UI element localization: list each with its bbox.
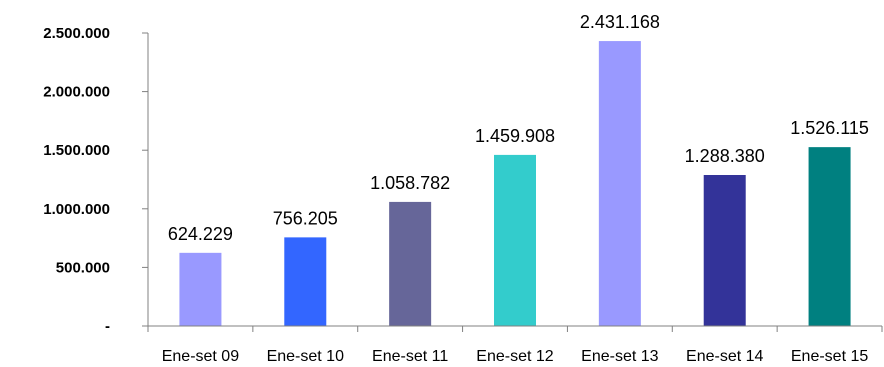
y-tick-label: - (105, 318, 110, 335)
x-tick-label: Ene-set 11 (372, 348, 448, 365)
data-label: 2.431.168 (580, 12, 660, 32)
bar (389, 201, 432, 326)
data-label: 1.058.782 (370, 173, 450, 193)
data-label: 1.459.908 (475, 126, 555, 146)
y-tick-label: 500.000 (56, 259, 110, 276)
data-label: 1.288.380 (685, 146, 765, 166)
x-tick-label: Ene-set 14 (686, 348, 763, 365)
bars (179, 41, 851, 327)
data-labels: 624.229 756.205 1.058.782 1.459.908 2.431.16… (168, 12, 869, 244)
bar (494, 154, 536, 326)
x-tick-label: Ene-set 12 (476, 348, 553, 365)
y-tick-label: 1.000.000 (43, 201, 110, 218)
y-tick-label: 2.500.000 (43, 25, 110, 42)
x-tick-label: Ene-set 09 (162, 348, 239, 365)
data-label: 756.205 (273, 208, 338, 228)
x-axis: Ene-set 09 Ene-set 10 Ene-set 11 Ene-set 12… (147, 325, 883, 365)
x-tick-label: Ene-set 10 (267, 348, 344, 365)
x-tick-label: Ene-set 13 (581, 348, 658, 365)
data-label: 1.526.115 (790, 118, 869, 138)
data-label: 624.229 (168, 224, 233, 244)
y-axis: - 500.000 1.000.000 1.500.000 2.000.000 2.500… (43, 25, 149, 335)
y-tick-label: 2.000.000 (43, 84, 110, 101)
bar (284, 237, 327, 326)
bar (179, 252, 222, 326)
bar (598, 41, 641, 327)
bar (703, 175, 746, 326)
bar (808, 147, 851, 326)
x-tick-label: Ene-set 15 (791, 348, 868, 365)
y-tick-label: 1.500.000 (43, 142, 110, 159)
